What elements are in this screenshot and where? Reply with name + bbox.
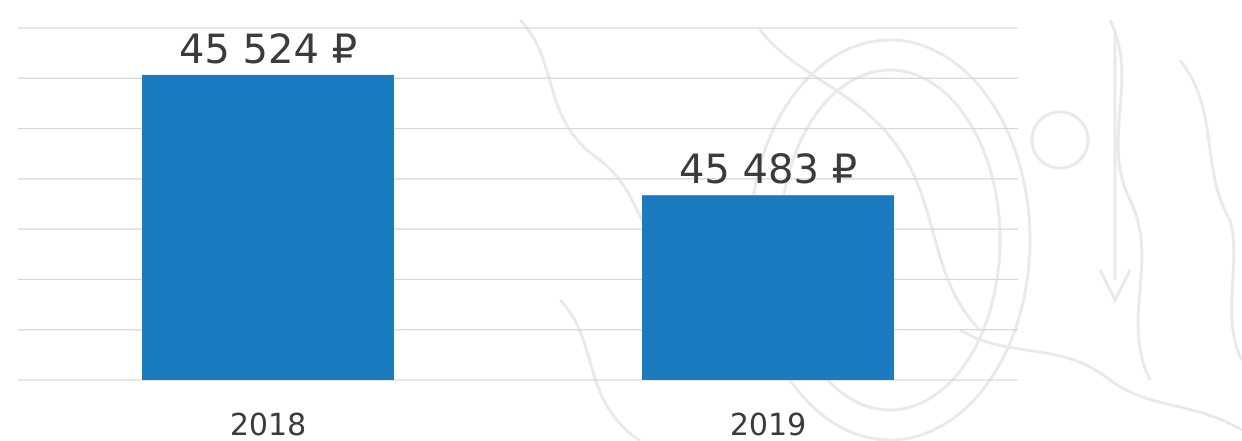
x-axis-ticks: 2018 2019 (230, 408, 806, 441)
x-tick-label-2018: 2018 (230, 408, 306, 441)
bars (142, 74, 894, 380)
value-label-2018: 45 524 ₽ (179, 27, 357, 73)
bar-2019 (642, 195, 894, 380)
bar-2018 (142, 74, 394, 380)
value-label-2019: 45 483 ₽ (679, 147, 857, 193)
value-labels: 45 524 ₽ 45 483 ₽ (179, 27, 857, 193)
x-tick-label-2019: 2019 (730, 408, 806, 441)
